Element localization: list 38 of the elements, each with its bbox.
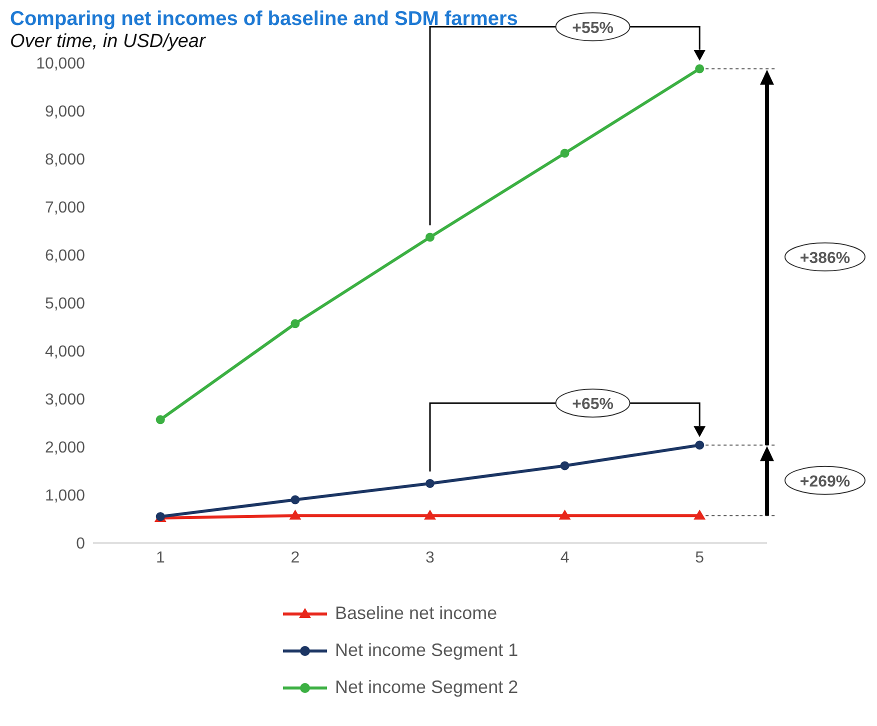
y-tick-label: 8,000 xyxy=(44,152,86,169)
legend-label: Net income Segment 1 xyxy=(335,640,518,661)
y-tick-label: 1,000 xyxy=(44,488,86,505)
text: +386% xyxy=(800,250,850,267)
x-tick-label: 5 xyxy=(695,549,704,566)
point xyxy=(426,478,434,488)
point xyxy=(426,232,434,242)
y-tick-label: 3,000 xyxy=(44,392,86,409)
chart-title: Comparing net incomes of baseline and SDM farmers xyxy=(10,8,518,30)
y-tick-label: 0 xyxy=(76,536,86,553)
text: +269% xyxy=(800,473,850,490)
point xyxy=(560,461,570,470)
point xyxy=(156,415,165,424)
point xyxy=(695,64,704,74)
point xyxy=(694,510,706,520)
text: +55% xyxy=(572,20,614,37)
point xyxy=(558,510,571,520)
x-tick-label: 2 xyxy=(290,549,300,566)
y-tick-label: 10,000 xyxy=(36,56,86,73)
chart-subtitle: Over time, in USD/year xyxy=(10,31,206,52)
y-tick-label: 6,000 xyxy=(44,248,86,265)
y-tick-label: 4,000 xyxy=(44,344,86,361)
point xyxy=(290,319,300,328)
x-tick-label: 1 xyxy=(156,549,165,566)
y-tick-label: 2,000 xyxy=(44,440,86,457)
y-tick-label: 7,000 xyxy=(44,200,86,217)
annotation: +65% xyxy=(572,396,614,414)
point xyxy=(290,495,300,504)
point xyxy=(695,440,704,450)
y-tick-label: 9,000 xyxy=(44,104,86,121)
x-tick-label: 3 xyxy=(426,549,435,566)
point xyxy=(560,148,570,158)
point xyxy=(289,510,302,520)
x-tick-label: 4 xyxy=(560,549,570,566)
legend-label: Net income Segment 2 xyxy=(335,677,518,698)
y-tick-label: 5,000 xyxy=(44,296,86,313)
point xyxy=(424,510,436,520)
legend-label: Baseline net income xyxy=(335,603,498,624)
